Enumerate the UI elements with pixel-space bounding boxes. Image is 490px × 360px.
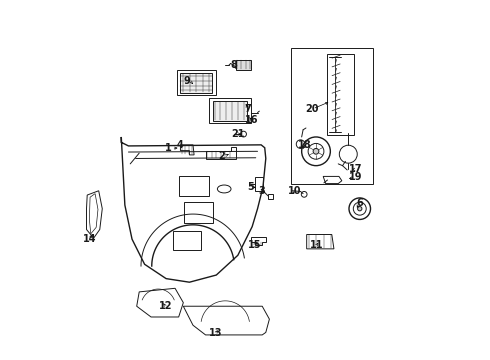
Text: 1: 1 [165, 143, 172, 153]
Text: 16: 16 [245, 115, 258, 125]
Text: 7: 7 [245, 104, 251, 114]
Text: 8: 8 [230, 60, 237, 70]
Bar [269, 194, 273, 199]
Text: 20: 20 [306, 104, 319, 114]
Text: 10: 10 [288, 186, 301, 197]
Bar [180, 73, 212, 93]
Bar [184, 202, 213, 223]
Bar [255, 177, 263, 191]
Bar [291, 48, 373, 184]
Text: 9: 9 [184, 76, 190, 86]
Text: 2: 2 [219, 150, 225, 161]
Text: 17: 17 [349, 164, 362, 174]
Text: 14: 14 [83, 234, 97, 244]
Circle shape [358, 207, 362, 211]
Bar [236, 59, 251, 69]
Bar [209, 98, 251, 123]
Bar [327, 54, 354, 135]
Text: 13: 13 [209, 328, 222, 338]
Circle shape [313, 148, 319, 154]
Text: 15: 15 [248, 240, 262, 250]
Bar [177, 70, 216, 95]
Bar [179, 176, 209, 196]
Text: 11: 11 [310, 240, 323, 250]
Text: 6: 6 [356, 198, 363, 208]
Text: 18: 18 [298, 140, 312, 150]
Text: 4: 4 [176, 140, 183, 150]
Bar [213, 101, 247, 121]
Bar [173, 231, 201, 250]
Text: 3: 3 [259, 186, 266, 197]
Text: 5: 5 [247, 182, 254, 192]
Text: 21: 21 [231, 129, 245, 139]
Text: 19: 19 [349, 172, 362, 182]
Text: 12: 12 [159, 301, 172, 311]
